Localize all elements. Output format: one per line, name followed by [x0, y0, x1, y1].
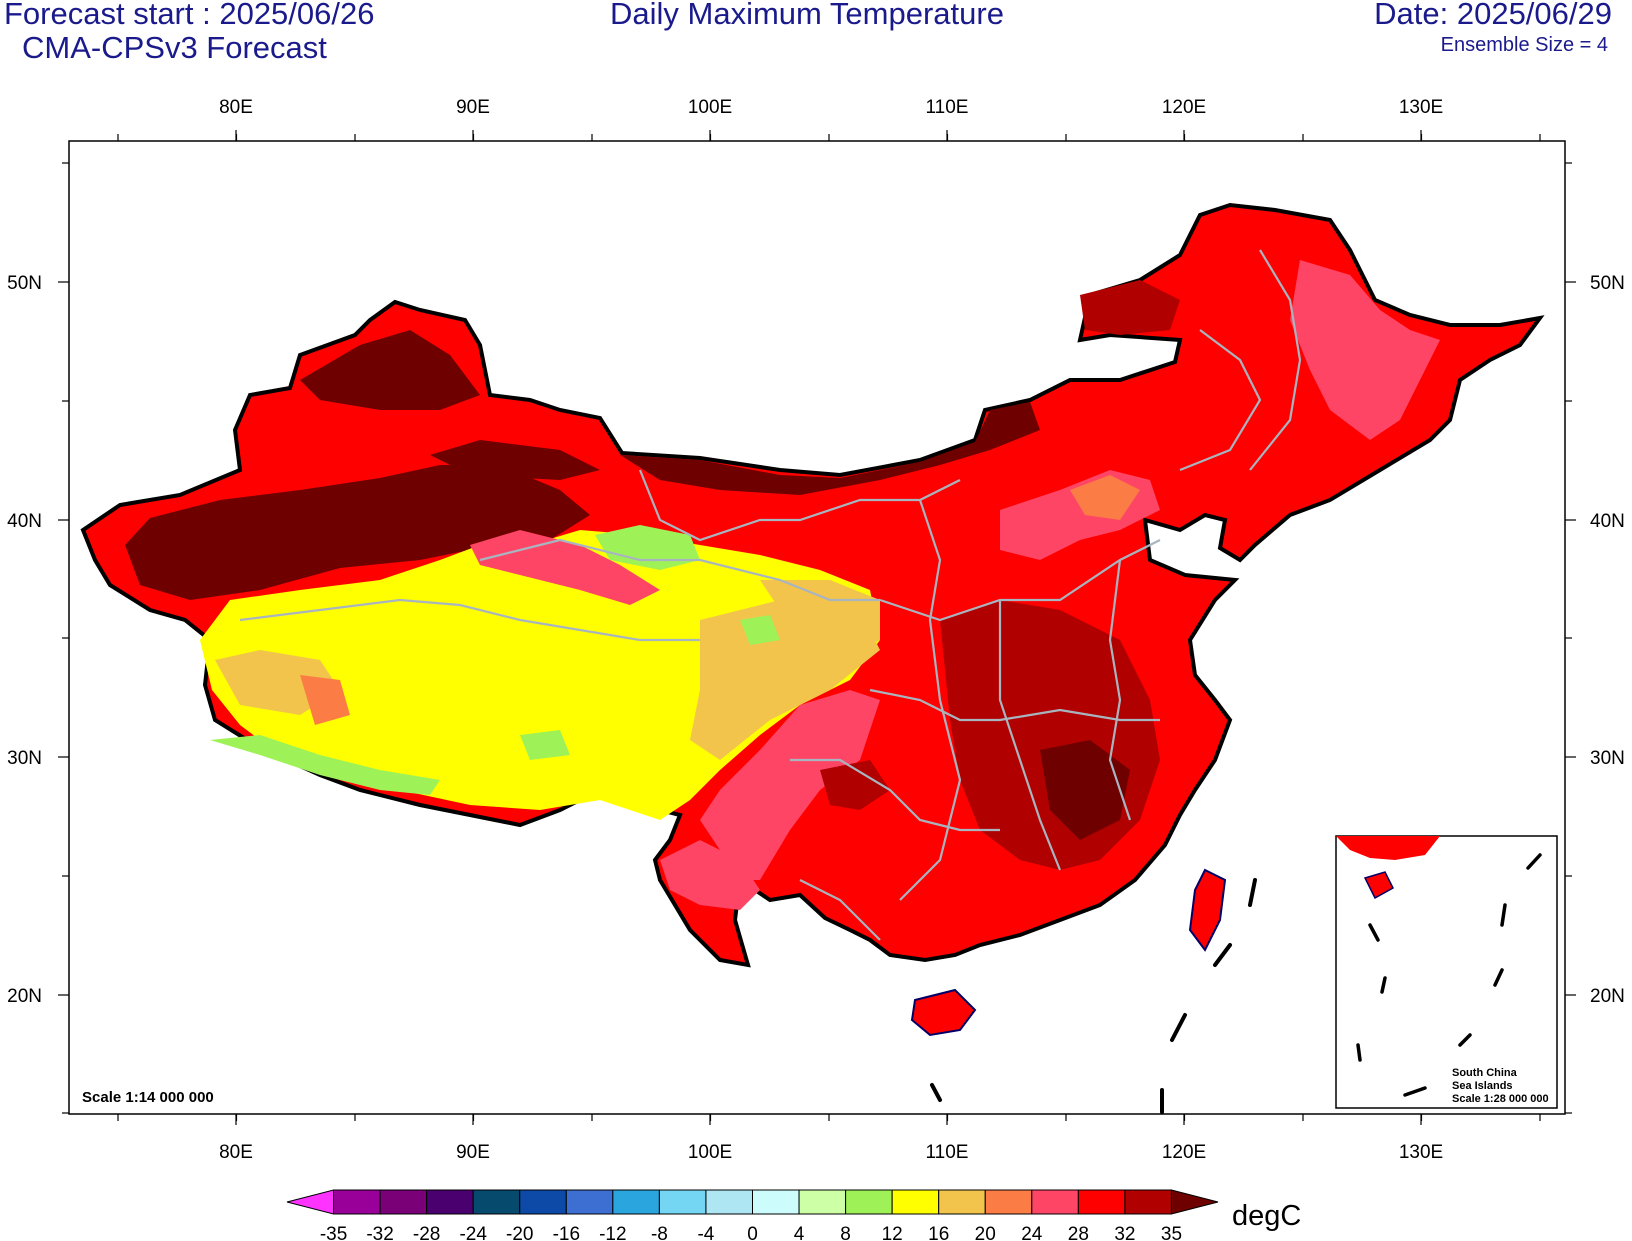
lon-label-bottom: 80E: [219, 1142, 253, 1163]
colorbar-swatch: [379, 1189, 428, 1215]
tarim-hot-zone: [125, 465, 590, 600]
lat-label-right: 20N: [1590, 986, 1625, 1007]
inset-label-line3: Scale 1:28 000 000: [1452, 1093, 1549, 1105]
map-title: Daily Maximum Temperature: [610, 0, 1004, 31]
inset-label-line2: Sea Islands: [1452, 1080, 1513, 1092]
colorbar-swatch: [565, 1189, 614, 1215]
lat-label-right: 40N: [1590, 511, 1625, 532]
lon-label-bottom: 90E: [456, 1142, 490, 1163]
colorbar-swatch: [705, 1189, 754, 1215]
colorbar-level-label: 28: [1068, 1224, 1089, 1241]
dzungaria-hot-zone: [300, 330, 480, 410]
colorbar-level-label: -4: [697, 1224, 714, 1241]
colorbar-swatch: [845, 1189, 893, 1215]
colorbar-swatch: [752, 1189, 800, 1215]
colorbar-swatch: [938, 1189, 986, 1215]
colorbar-swatch: [1124, 1189, 1172, 1215]
colorbar-level-label: 20: [975, 1224, 996, 1241]
lon-label-bottom: 100E: [688, 1142, 732, 1163]
forecast-start-text: Forecast start : 2025/06/26: [4, 0, 375, 31]
lon-label-bottom: 110E: [926, 1142, 969, 1163]
colorbar-level-label: -12: [599, 1224, 626, 1241]
colorbar-level-label: 0: [747, 1224, 758, 1241]
colorbar-level-label: -8: [651, 1224, 668, 1241]
valid-date-text: Date: 2025/06/29: [1374, 0, 1612, 31]
hainan-island: [910, 988, 977, 1037]
china-temperature-field: [80, 202, 1545, 1037]
colorbar-level-label: 12: [882, 1224, 903, 1241]
province-borders: [239, 249, 1302, 941]
lat-label-right: 50N: [1590, 273, 1625, 294]
colorbar-swatch: [333, 1189, 381, 1215]
model-name-text: CMA-CPSv3 Forecast: [22, 30, 327, 65]
axis-labels: 80E 80E 90E 90E 100E 100E 110E 110E 120E 120E 130E…: [7, 97, 1625, 1163]
colorbar-level-label: -20: [506, 1224, 533, 1241]
south-china-sea-inset: South China Sea Islands Scale 1:28 000 0…: [1335, 835, 1558, 1109]
colorbar-level-label: 8: [840, 1224, 851, 1241]
lon-label-top: 130E: [1399, 97, 1443, 118]
lon-label-top: 110E: [926, 97, 969, 118]
colorbar-unit: degC: [1232, 1200, 1301, 1232]
colorbar-swatch: [286, 1189, 335, 1215]
colorbar-level-label: -16: [553, 1224, 580, 1241]
ensemble-size-text: Ensemble Size = 4: [1440, 34, 1608, 56]
tibet-coldest-zone: [210, 735, 440, 795]
colorbar-level-label: -28: [413, 1224, 440, 1241]
colorbar-level-label: -32: [366, 1224, 393, 1241]
lon-label-bottom: 120E: [1162, 1142, 1206, 1163]
colorbar-swatch: [472, 1189, 521, 1215]
dash-line-segments: [930, 878, 1257, 1114]
colorbar-swatch: [1031, 1189, 1079, 1215]
colorbar-swatch: [891, 1189, 940, 1215]
colorbar-swatch: [612, 1189, 660, 1215]
lon-label-top: 100E: [688, 97, 732, 118]
colorbar-level-label: 16: [928, 1224, 949, 1241]
colorbar-level-label: 32: [1114, 1224, 1135, 1241]
colorbar-swatch: [1170, 1189, 1219, 1215]
lat-label-left: 40N: [7, 511, 42, 532]
lon-label-top: 120E: [1162, 97, 1206, 118]
lat-label-left: 20N: [7, 986, 42, 1007]
colorbar-swatch: [1077, 1189, 1126, 1215]
lat-label-right: 30N: [1590, 748, 1625, 769]
colorbar-swatch: [984, 1189, 1033, 1215]
colorbar-level-label: 35: [1161, 1224, 1182, 1241]
lat-label-left: 50N: [7, 273, 42, 294]
colorbar-swatch: [798, 1189, 847, 1215]
lon-label-bottom: 130E: [1399, 1142, 1443, 1163]
lon-label-top: 80E: [219, 97, 253, 118]
north-hot-zone: [620, 402, 1040, 495]
inset-label-line1: South China: [1452, 1067, 1518, 1079]
colorbar-level-label: -35: [320, 1224, 347, 1241]
colorbar: -35 -32 -28 -24 -20 -16 -12 -8 -4 0 4 8 12 16 20 24 28 32…: [286, 1189, 1219, 1241]
colorbar-swatch: [658, 1189, 707, 1215]
lat-label-left: 30N: [7, 748, 42, 769]
colorbar-level-label: 4: [794, 1224, 805, 1241]
scale-text: Scale 1:14 000 000: [82, 1089, 214, 1106]
colorbar-swatch: [426, 1189, 474, 1215]
axis-ticks: [58, 130, 1576, 1125]
colorbar-swatch: [519, 1189, 567, 1215]
colorbar-level-label: -24: [459, 1224, 487, 1241]
taiwan-island: [1188, 868, 1227, 952]
colorbar-level-label: 24: [1021, 1224, 1043, 1241]
lon-label-top: 90E: [456, 97, 490, 118]
